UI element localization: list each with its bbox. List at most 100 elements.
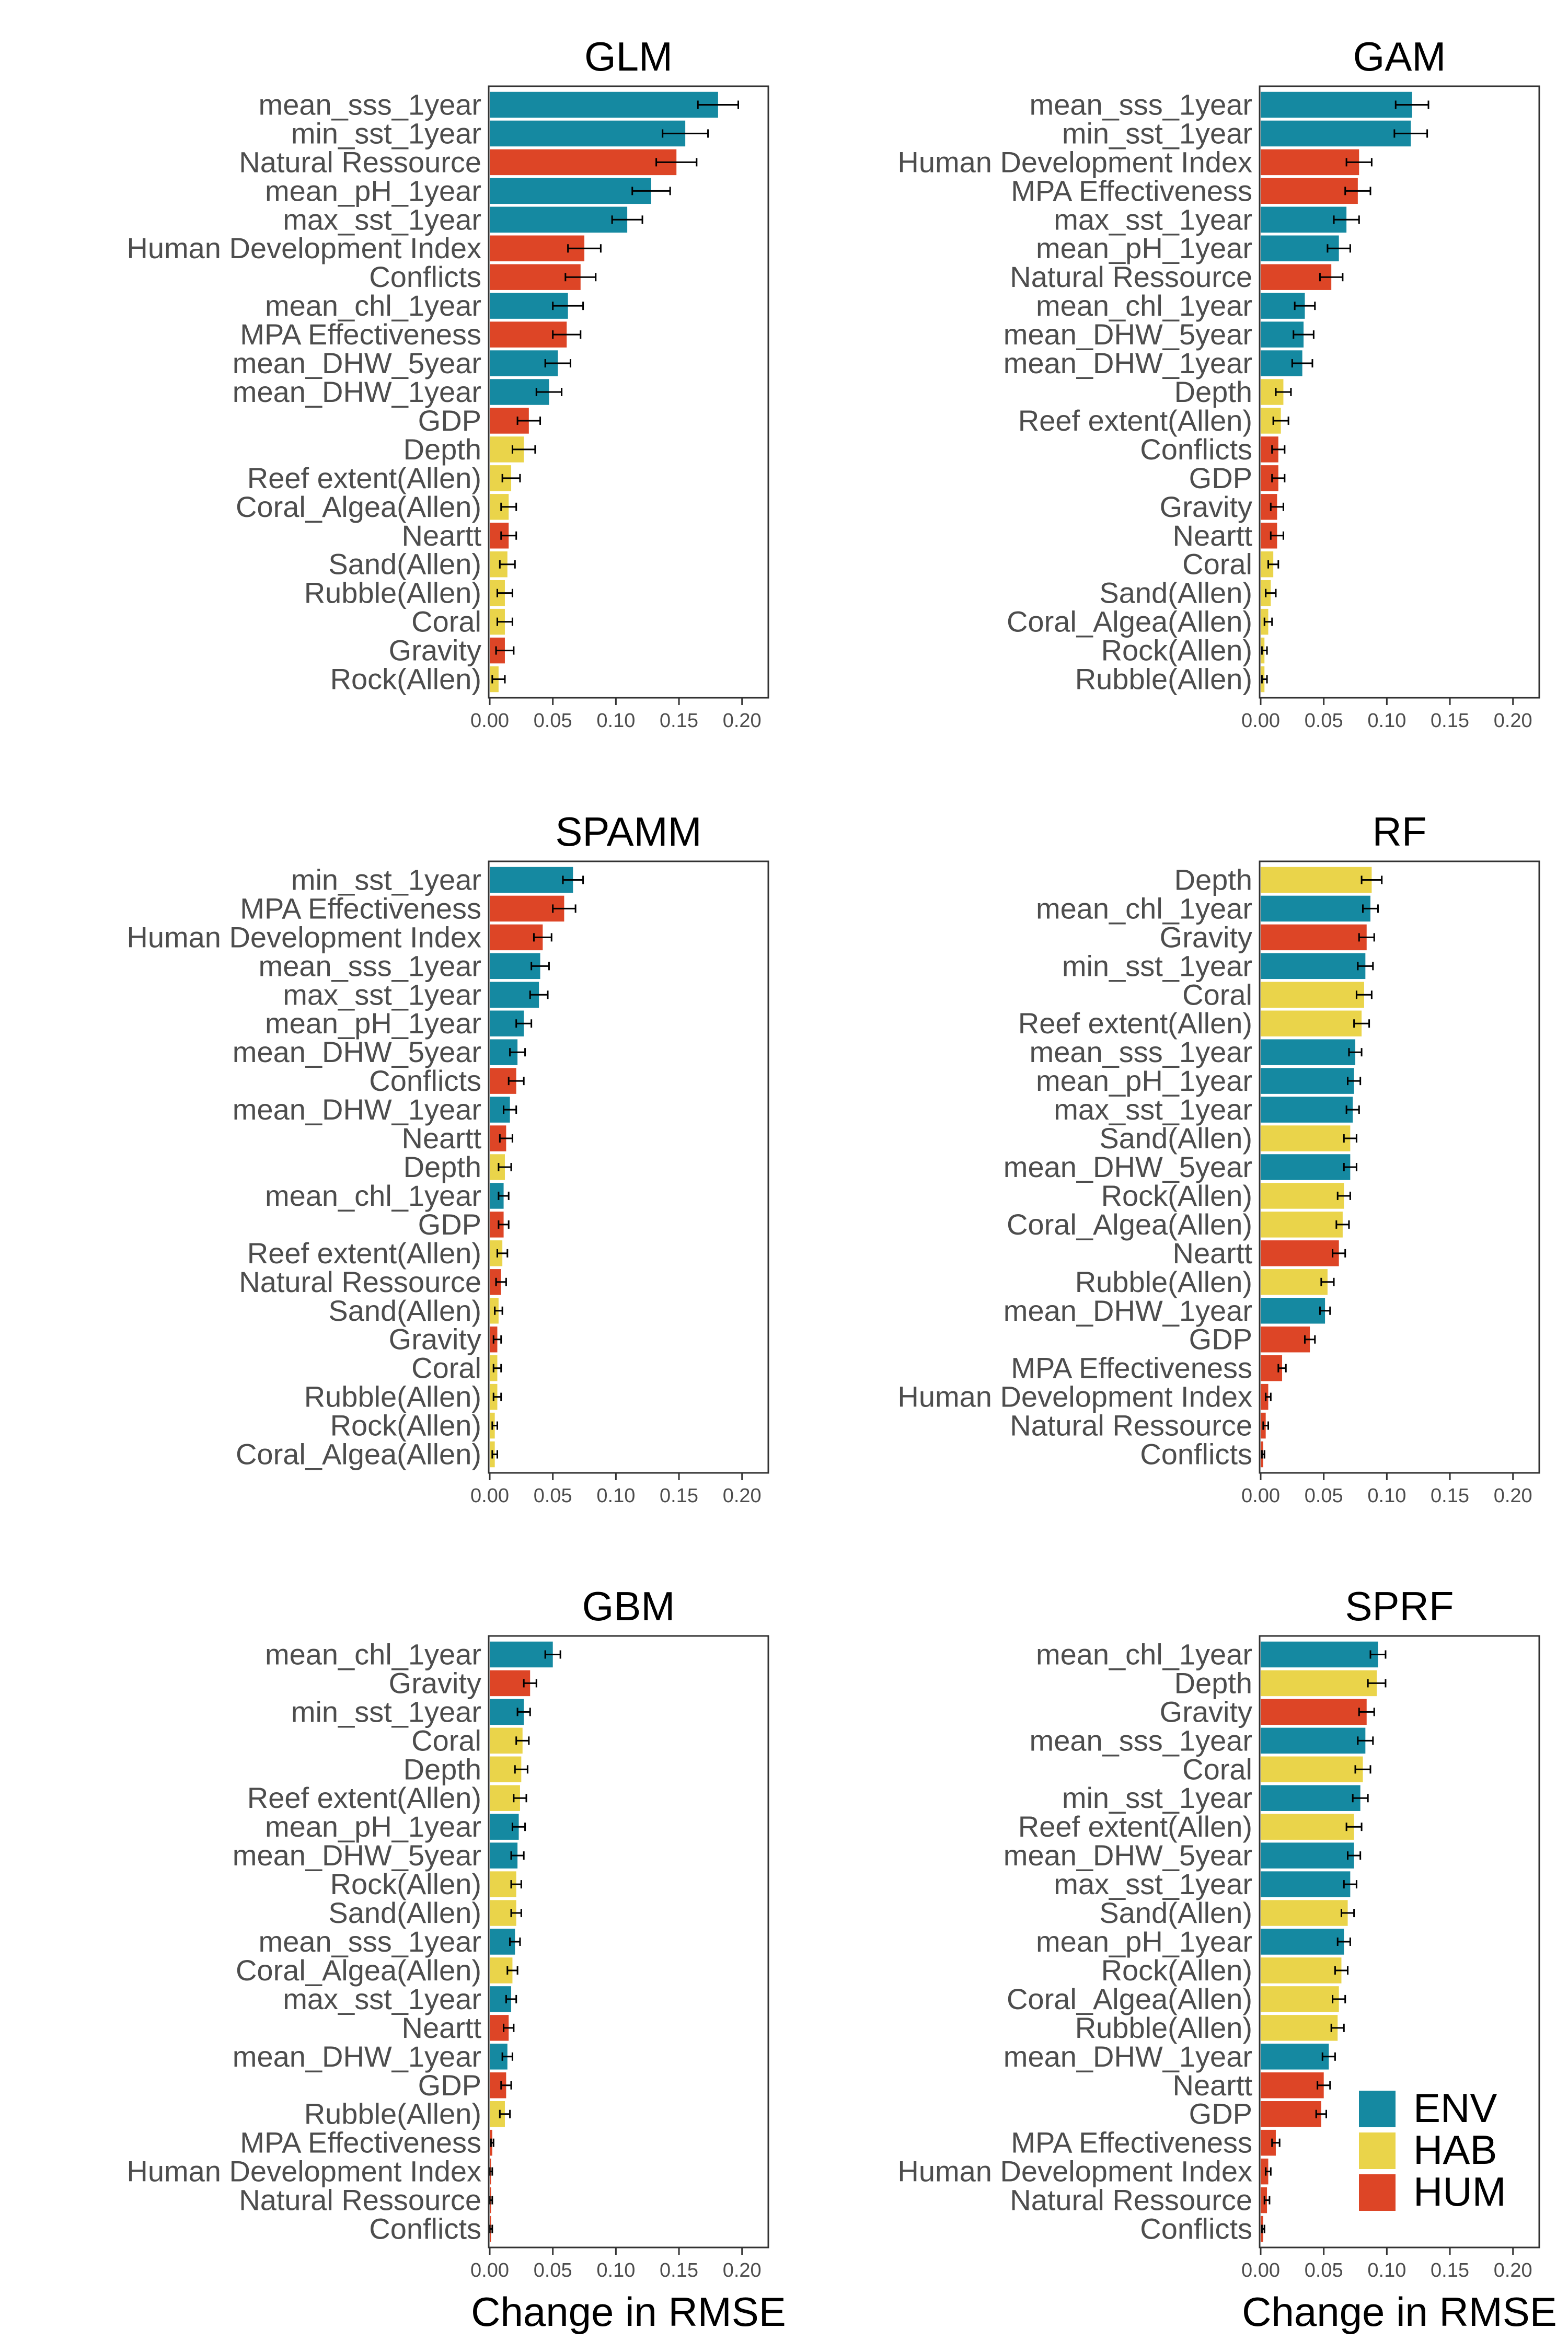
panel-border [488,85,769,699]
error-bar [1336,1938,1351,1946]
error-bar [662,129,709,138]
panel-title: SPRF [1345,1583,1454,1629]
bar [1261,1212,1343,1238]
category-label: max_sst_1year [283,1982,481,2015]
category-label: Human Development Index [126,232,481,264]
panel-title: SPAMM [555,809,701,855]
category-label: Neartt [1173,2069,1253,2102]
error-bar [516,416,541,425]
category-label: Natural Ressource [239,145,481,178]
error-bar [567,244,602,253]
category-label: Coral [411,1724,481,1757]
error-bar [498,1163,512,1171]
category-label: mean_pH_1year [1036,1064,1252,1097]
error-bar [494,1306,503,1315]
error-bar [1270,531,1284,540]
legend-swatch [1359,2132,1396,2169]
category-label: Coral [1182,548,1252,581]
bar [490,91,718,118]
category-label: Reef extent(Allen) [247,462,481,494]
error-bar [489,2224,493,2233]
x-tick-label: 0.20 [1494,1485,1532,1507]
error-bar [564,273,597,282]
error-bar [508,1077,525,1086]
error-bar [501,474,521,482]
error-bar [1263,2196,1271,2205]
bar [1261,1154,1351,1180]
x-tick-label: 0.10 [596,710,635,732]
error-bar [1355,990,1373,999]
x-tick-label: 0.15 [1431,710,1469,732]
x-tick-label: 0.00 [1241,710,1280,732]
category-label: Sand(Allen) [328,548,481,581]
category-label: mean_DHW_1year [1004,1294,1252,1327]
category-label: Coral [411,605,481,638]
bar [1261,2101,1321,2127]
bar [1261,1326,1310,1353]
error-bar [496,589,513,597]
category-label: mean_DHW_5year [233,1839,481,1872]
error-bar [495,1277,507,1286]
category-label: GDP [418,1208,481,1241]
category-label: MPA Effectiveness [1011,2126,1252,2159]
category-label: mean_DHW_5year [233,1035,481,1068]
x-tick-label: 0.10 [596,2259,635,2281]
category-label: GDP [1189,2097,1252,2130]
category-label: GDP [418,404,481,437]
category-label: Gravity [389,634,481,667]
category-label: Depth [403,1753,481,1785]
error-bar [535,388,563,396]
category-label: Depth [403,1150,481,1183]
bar [490,1641,553,1668]
error-bar [1277,1364,1287,1373]
category-label: Rubble(Allen) [304,1380,481,1413]
error-bar [552,904,577,913]
bar [1261,1929,1344,1955]
error-bar [491,675,506,684]
bar [1261,1699,1367,1725]
category-label: Human Development Index [126,2155,481,2188]
category-label: min_sst_1year [291,863,481,896]
bar [1261,1670,1377,1697]
error-bar [1261,2224,1265,2233]
category-label: Depth [1174,375,1252,408]
error-bar [1353,1019,1370,1028]
category-label: Sand(Allen) [1099,1896,1252,1929]
error-bar [509,1048,526,1057]
panel-border [488,1635,769,2249]
bar [490,206,628,233]
x-axis-title: Change in RMSE [1242,2289,1557,2335]
category-label: MPA Effectiveness [240,2126,481,2159]
error-bar [500,502,517,511]
error-bar [1320,1277,1335,1286]
error-bar [1345,1823,1363,1831]
category-label: Neartt [1173,1237,1253,1270]
category-label: Human Development Index [897,1380,1252,1413]
legend-label: HAB [1413,2127,1497,2173]
category-label: Conflicts [1140,1438,1252,1471]
panel-title: GBM [582,1583,675,1629]
category-label: Natural Ressource [1010,260,1252,293]
error-bar [510,1909,522,1918]
error-bar [1333,215,1360,224]
error-bar [506,1966,518,1975]
error-bar [1270,502,1284,511]
category-label: Human Development Index [897,2155,1252,2188]
error-bar [1293,330,1315,339]
error-bar [1330,2023,1345,2032]
error-bar [501,2052,513,2061]
x-tick-label: 0.15 [1431,2259,1469,2281]
category-label: mean_chl_1year [265,289,481,322]
error-bar [1261,675,1268,684]
category-label: mean_DHW_1year [1004,2040,1252,2073]
category-label: Coral [1182,1753,1252,1785]
panel-sprf: SPRF mean_chl_1yearDepthGravitymean_sss_1… [897,1583,1557,2335]
bar [1261,1641,1378,1668]
x-tick-label: 0.10 [1367,1485,1406,1507]
x-tick-label: 0.00 [470,2259,509,2281]
category-label: max_sst_1year [283,203,481,236]
category-label: Sand(Allen) [1099,577,1252,609]
error-bar [503,2023,515,2032]
error-bar [1262,1421,1269,1430]
